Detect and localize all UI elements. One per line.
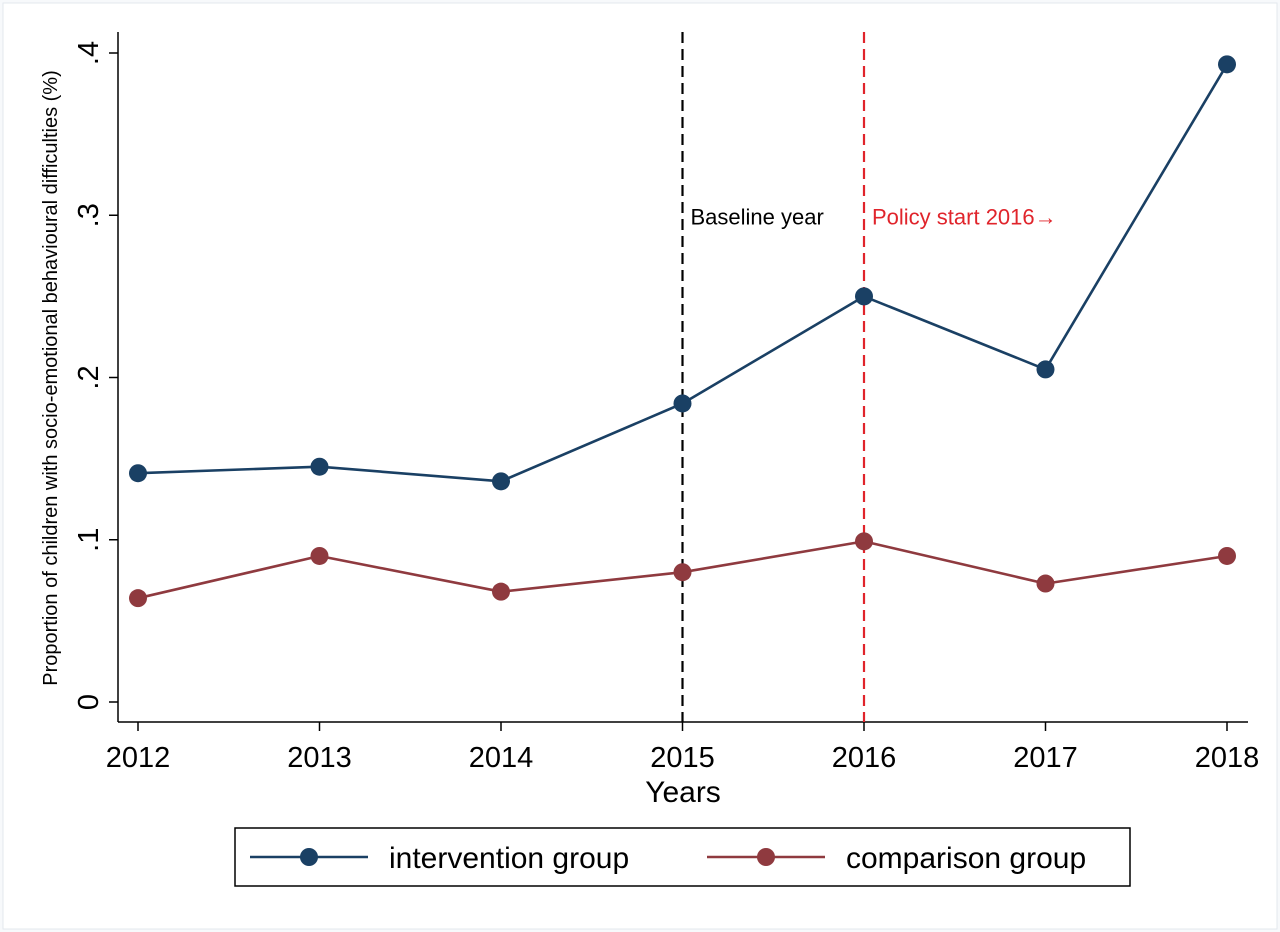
legend-swatch-marker — [757, 848, 775, 866]
data-point — [1036, 360, 1055, 379]
data-point — [855, 287, 873, 306]
x-tick-label: 2017 — [1013, 742, 1078, 774]
legend: intervention group comparison group — [234, 827, 1131, 887]
x-tick-label: 2018 — [1195, 742, 1260, 774]
y-tick-label: .1 — [73, 528, 105, 552]
legend-label: comparison group — [846, 842, 1086, 875]
x-axis: 2012 2013 2014 2015 2016 2017 2018 — [106, 722, 1260, 774]
data-point — [855, 532, 873, 551]
y-axis: 0 .1 .2 .3 .4 — [73, 41, 118, 710]
legend-swatch-marker — [300, 848, 318, 866]
y-axis-title: Proportion of children with socio-emotio… — [40, 70, 62, 686]
data-point — [492, 582, 510, 601]
x-tick-label: 2016 — [832, 742, 897, 774]
data-point — [1218, 55, 1236, 74]
series-layer — [129, 55, 1236, 608]
data-point — [1218, 546, 1236, 565]
x-tick-label: 2013 — [287, 742, 352, 774]
data-point — [129, 464, 147, 483]
legend-label: intervention group — [389, 842, 629, 875]
y-tick-label: .3 — [73, 203, 105, 227]
reference-line-label: Baseline year — [691, 204, 824, 229]
x-tick-label: 2015 — [650, 742, 715, 774]
data-point — [310, 457, 329, 476]
data-point — [673, 394, 692, 413]
legend-box — [234, 827, 1131, 887]
reference-lines: Baseline year Policy start 2016→ — [681, 32, 1057, 722]
data-point — [1036, 574, 1055, 593]
reference-line-label: Policy start 2016→ — [872, 204, 1057, 229]
data-point — [673, 563, 692, 582]
y-tick-label: .4 — [73, 41, 105, 65]
data-point — [492, 472, 510, 491]
x-tick-label: 2014 — [469, 742, 534, 774]
data-point — [310, 546, 329, 565]
x-axis-title: Years — [645, 776, 721, 809]
y-tick-label: .2 — [73, 365, 105, 389]
data-point — [129, 589, 147, 608]
x-tick-label: 2012 — [106, 742, 171, 774]
y-tick-label: 0 — [73, 694, 105, 710]
